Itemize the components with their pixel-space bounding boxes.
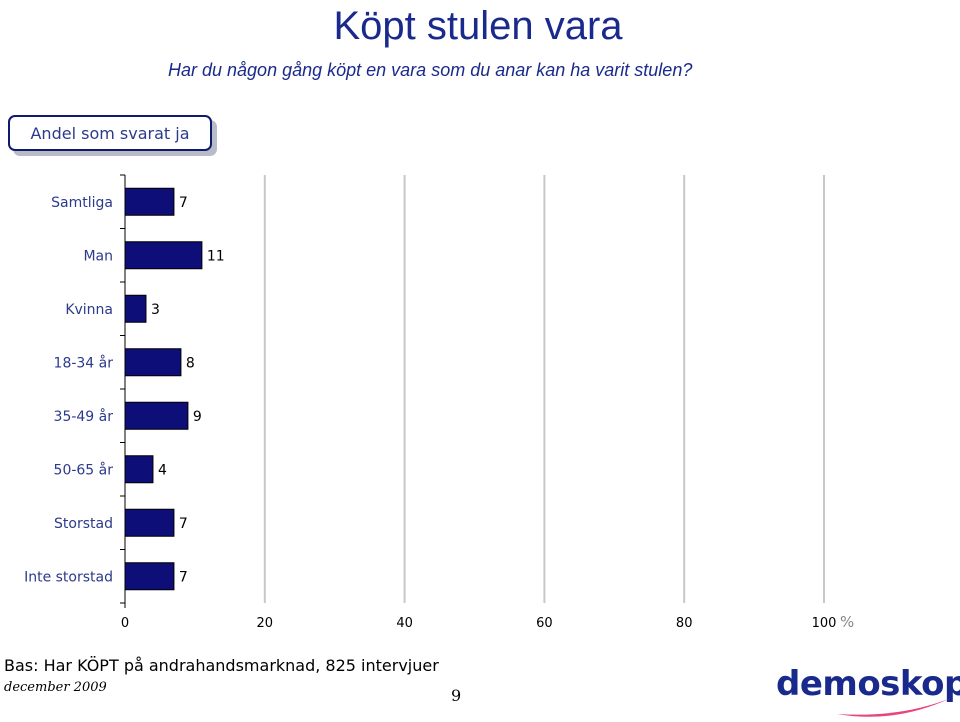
- value-label: 7: [179, 516, 188, 532]
- value-label: 3: [151, 302, 160, 318]
- category-label: Storstad: [54, 516, 113, 532]
- bar: [124, 294, 147, 323]
- bar: [124, 508, 175, 537]
- category-label: 18-34 år: [54, 354, 114, 371]
- category-label: Man: [83, 248, 113, 264]
- x-tick-label: 80: [676, 616, 693, 631]
- chart-title: Köpt stulen vara: [0, 4, 960, 49]
- logo-swoosh-icon: [837, 698, 951, 717]
- value-label: 7: [179, 195, 188, 211]
- value-label: 11: [207, 248, 225, 264]
- category-label: 50-65 år: [54, 461, 114, 478]
- footer-base-note: Bas: Har KÖPT på andrahandsmarknad, 825 …: [4, 656, 439, 675]
- legend-badge: Andel som svarat ja: [8, 115, 212, 151]
- chart-subtitle: Har du någon gång köpt en vara som du an…: [168, 60, 693, 80]
- bar: [124, 401, 189, 430]
- category-label: 35-49 år: [54, 408, 114, 425]
- bar-chart: Samtliga 7 Man 11 Kvinna 3 18-34 år 8 35-49 år 9 5…: [24, 174, 854, 631]
- x-tick-label: 60: [536, 616, 553, 631]
- page-number: 9: [451, 686, 462, 705]
- bar: [124, 187, 175, 216]
- bar: [124, 348, 182, 377]
- bar: [124, 562, 175, 591]
- value-label: 9: [193, 409, 202, 425]
- x-tick-label: 20: [257, 616, 274, 631]
- category-label: Samtliga: [51, 195, 113, 211]
- footer-date: december 2009: [4, 680, 107, 695]
- x-tick-label: 40: [396, 616, 413, 631]
- value-label: 8: [186, 355, 195, 371]
- value-label: 7: [179, 569, 188, 585]
- bar: [124, 241, 203, 270]
- x-tick-label: 100: [812, 616, 837, 631]
- x-tick-label: 0: [121, 616, 129, 631]
- bar: [124, 455, 154, 484]
- category-label: Kvinna: [65, 302, 113, 318]
- demoskop-logo: demoskop: [776, 664, 960, 704]
- category-label: Inte storstad: [24, 569, 113, 585]
- value-label: 4: [158, 462, 167, 478]
- unit-label: %: [840, 613, 854, 631]
- chart-title-text: Köpt stulen vara: [333, 4, 623, 48]
